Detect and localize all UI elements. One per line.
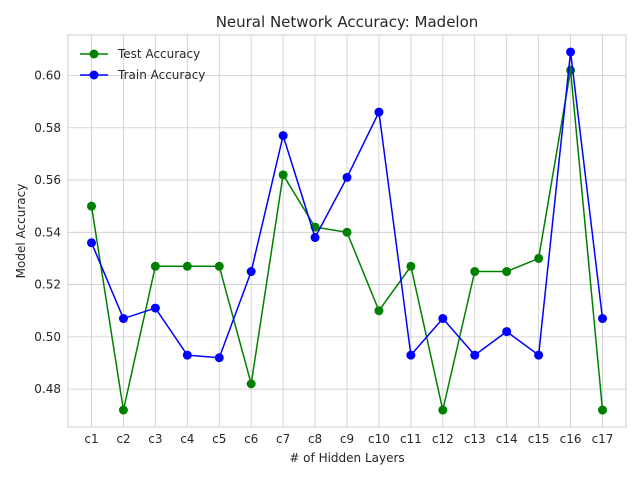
data-point (438, 405, 448, 415)
data-point (470, 267, 480, 277)
data-point (502, 327, 512, 337)
y-tick-label: 0.58 (34, 121, 61, 135)
x-tick-label: c14 (496, 432, 518, 446)
x-tick-label: c4 (180, 432, 194, 446)
x-tick-label: c7 (276, 432, 290, 446)
y-tick-label: 0.48 (34, 382, 61, 396)
legend-marker-test (89, 49, 99, 59)
data-point (374, 306, 384, 316)
data-point (534, 253, 544, 263)
data-point (118, 405, 128, 415)
series-0 (87, 65, 607, 415)
x-tick-label: c11 (400, 432, 422, 446)
y-tick-label: 0.50 (34, 330, 61, 344)
data-point (182, 261, 192, 271)
data-point (118, 314, 128, 324)
data-point (470, 350, 480, 360)
data-point (406, 261, 416, 271)
y-tick-label: 0.54 (34, 225, 61, 239)
y-tick-label: 0.60 (34, 69, 61, 83)
x-tick-label: c16 (560, 432, 582, 446)
data-point (214, 261, 224, 271)
data-point (406, 350, 416, 360)
x-tick-label: c9 (340, 432, 354, 446)
series-layer (87, 47, 607, 415)
x-tick-label: c8 (308, 432, 322, 446)
y-axis-label: Model Accuracy (14, 184, 28, 279)
x-tick-label: c2 (116, 432, 130, 446)
x-tick-label: c3 (148, 432, 162, 446)
data-point (534, 350, 544, 360)
y-tick-label: 0.52 (34, 278, 61, 292)
legend-label-train: Train Accuracy (117, 68, 205, 82)
data-point (278, 170, 288, 180)
legend-marker-train (89, 70, 99, 80)
plot-frame (67, 34, 627, 428)
data-point (246, 267, 256, 277)
data-point (566, 47, 576, 57)
chart-title: Neural Network Accuracy: Madelon (216, 13, 479, 31)
tick-labels: 0.48 0.50 0.52 0.54 0.56 0.58 0.60 c1 c2 c3 c4 c5 c6… (34, 69, 613, 446)
data-point (310, 233, 320, 243)
x-tick-label: c1 (84, 432, 98, 446)
x-tick-label: c10 (368, 432, 390, 446)
data-point (342, 227, 352, 237)
legend-entry-test: Test Accuracy (80, 47, 200, 61)
data-point (438, 314, 448, 324)
data-point (182, 350, 192, 360)
x-axis-label: # of Hidden Layers (289, 451, 404, 465)
x-tick-label: c13 (464, 432, 486, 446)
data-point (278, 131, 288, 141)
data-point (87, 201, 96, 211)
x-tick-label: c5 (212, 432, 226, 446)
y-tick-label: 0.56 (34, 173, 61, 187)
data-point (150, 303, 160, 313)
legend: Test Accuracy Train Accuracy (80, 47, 205, 82)
data-point (502, 267, 512, 277)
x-tick-label: c12 (432, 432, 454, 446)
legend-entry-train: Train Accuracy (80, 68, 205, 82)
data-point (87, 238, 96, 248)
data-point (598, 314, 607, 324)
x-tick-label: c15 (528, 432, 550, 446)
data-point (342, 172, 352, 182)
data-point (214, 353, 224, 363)
data-point (150, 261, 160, 271)
data-point (598, 405, 607, 415)
data-point (246, 379, 256, 389)
x-tick-label: c17 (592, 432, 614, 446)
series-1 (87, 47, 607, 363)
legend-label-test: Test Accuracy (117, 47, 200, 61)
data-point (374, 107, 384, 117)
x-tick-label: c6 (244, 432, 258, 446)
